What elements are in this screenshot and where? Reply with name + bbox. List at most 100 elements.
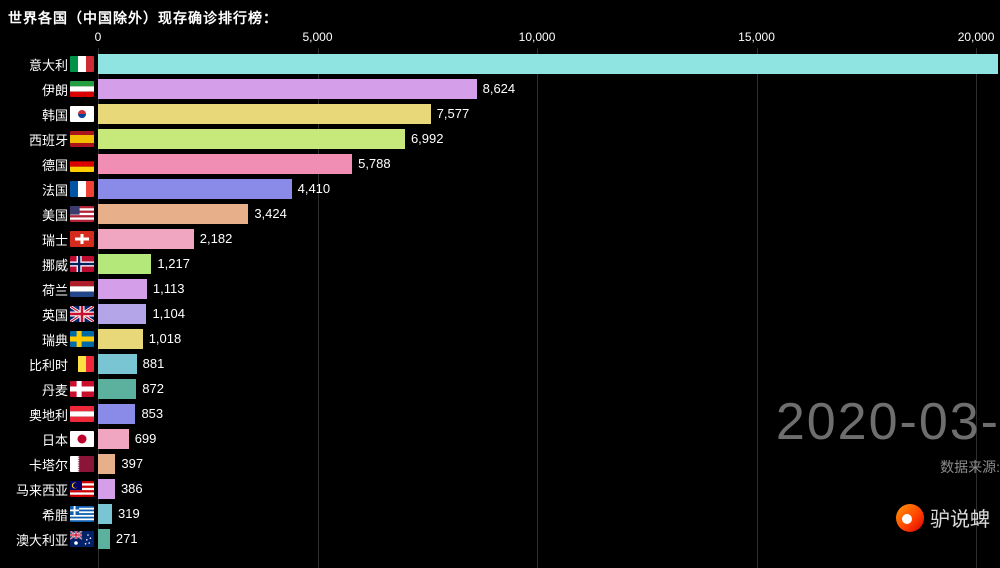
bar bbox=[98, 254, 151, 274]
bar bbox=[98, 379, 136, 399]
watermark: 驴说蜱 bbox=[896, 503, 990, 532]
value-label: 1,018 bbox=[149, 331, 182, 346]
flag-icon bbox=[70, 256, 94, 272]
country-label: 希腊 bbox=[42, 505, 68, 524]
value-label: 699 bbox=[135, 431, 157, 446]
flag-icon bbox=[70, 306, 94, 322]
bar-row: 希腊 319 bbox=[0, 502, 1000, 527]
bar bbox=[98, 279, 147, 299]
x-tick-label: 15,000 bbox=[738, 30, 775, 44]
value-label: 872 bbox=[142, 381, 164, 396]
country-label: 挪威 bbox=[42, 255, 68, 274]
country-label: 伊朗 bbox=[42, 80, 68, 99]
value-label: 5,788 bbox=[358, 156, 391, 171]
flag-icon bbox=[70, 181, 94, 197]
country-label: 马来西亚 bbox=[16, 480, 68, 499]
country-label: 丹麦 bbox=[42, 380, 68, 399]
value-label: 386 bbox=[121, 481, 143, 496]
country-label: 奥地利 bbox=[29, 405, 68, 424]
bar-row: 马来西亚 386 bbox=[0, 477, 1000, 502]
bar-row: 意大利 bbox=[0, 52, 1000, 77]
flag-icon bbox=[70, 431, 94, 447]
bar-row: 卡塔尔 397 bbox=[0, 452, 1000, 477]
bar-row: 挪威 1,217 bbox=[0, 252, 1000, 277]
flag-icon bbox=[70, 331, 94, 347]
bar-row: 德国 5,788 bbox=[0, 152, 1000, 177]
bar bbox=[98, 304, 146, 324]
value-label: 8,624 bbox=[483, 81, 516, 96]
country-label: 比利时 bbox=[29, 355, 68, 374]
flag-icon bbox=[70, 506, 94, 522]
bar bbox=[98, 529, 110, 549]
flag-icon bbox=[70, 231, 94, 247]
bar bbox=[98, 404, 135, 424]
flag-icon bbox=[70, 531, 94, 547]
bars-container: 意大利伊朗 8,624 韩国 7,577 西班牙 6,992 德国 5,788 法国 4,410 美… bbox=[0, 52, 1000, 552]
x-tick-label: 20,000 bbox=[958, 30, 995, 44]
value-label: 1,217 bbox=[157, 256, 190, 271]
flag-icon bbox=[70, 56, 94, 72]
x-tick-label: 0 bbox=[95, 30, 102, 44]
flag-icon bbox=[70, 481, 94, 497]
country-label: 瑞典 bbox=[42, 330, 68, 349]
flag-icon bbox=[70, 206, 94, 222]
value-label: 4,410 bbox=[298, 181, 331, 196]
x-tick-label: 5,000 bbox=[302, 30, 332, 44]
flag-icon bbox=[70, 81, 94, 97]
flag-icon bbox=[70, 381, 94, 397]
watermark-text: 驴说蜱 bbox=[930, 503, 990, 532]
bar bbox=[98, 204, 248, 224]
value-label: 7,577 bbox=[437, 106, 470, 121]
country-label: 德国 bbox=[42, 155, 68, 174]
bar bbox=[98, 154, 352, 174]
country-label: 卡塔尔 bbox=[29, 455, 68, 474]
bar-row: 荷兰 1,113 bbox=[0, 277, 1000, 302]
value-label: 1,113 bbox=[153, 281, 185, 296]
chart-title: 世界各国（中国除外）现存确诊排行榜： bbox=[8, 8, 278, 28]
country-label: 韩国 bbox=[42, 105, 68, 124]
bar bbox=[98, 429, 129, 449]
bar bbox=[98, 79, 477, 99]
bar bbox=[98, 454, 115, 474]
flag-icon bbox=[70, 106, 94, 122]
bar-row: 澳大利亚 271 bbox=[0, 527, 1000, 552]
flag-icon bbox=[70, 456, 94, 472]
bar-row: 瑞士2,182 bbox=[0, 227, 1000, 252]
value-label: 271 bbox=[116, 531, 138, 546]
flag-icon bbox=[70, 356, 94, 372]
bar-row: 西班牙 6,992 bbox=[0, 127, 1000, 152]
bar-row: 比利时 881 bbox=[0, 352, 1000, 377]
country-label: 西班牙 bbox=[29, 130, 68, 149]
country-label: 法国 bbox=[42, 180, 68, 199]
country-label: 英国 bbox=[42, 305, 68, 324]
x-axis: 0 5,000 10,000 15,000 20,000 bbox=[80, 30, 1000, 50]
bar-row: 瑞典 1,018 bbox=[0, 327, 1000, 352]
bar bbox=[98, 329, 143, 349]
bar bbox=[98, 354, 137, 374]
flag-icon bbox=[70, 281, 94, 297]
country-label: 日本 bbox=[42, 430, 68, 449]
value-label: 319 bbox=[118, 506, 140, 521]
value-label: 2,182 bbox=[200, 231, 233, 246]
value-label: 3,424 bbox=[254, 206, 287, 221]
bar bbox=[98, 179, 292, 199]
bar bbox=[98, 479, 115, 499]
country-label: 荷兰 bbox=[42, 280, 68, 299]
country-label: 意大利 bbox=[29, 55, 68, 74]
value-label: 881 bbox=[143, 356, 165, 371]
bar-row: 法国 4,410 bbox=[0, 177, 1000, 202]
value-label: 397 bbox=[121, 456, 143, 471]
chart-area: 0 5,000 10,000 15,000 20,000 意大利伊朗 8,624 韩国 7,5… bbox=[0, 30, 1000, 550]
bar-row: 韩国 7,577 bbox=[0, 102, 1000, 127]
flag-icon bbox=[70, 156, 94, 172]
bar bbox=[98, 129, 405, 149]
flag-icon bbox=[70, 406, 94, 422]
bar bbox=[98, 54, 998, 74]
country-label: 澳大利亚 bbox=[16, 530, 68, 549]
bar-row: 伊朗 8,624 bbox=[0, 77, 1000, 102]
bar bbox=[98, 229, 194, 249]
flag-icon bbox=[70, 131, 94, 147]
country-label: 美国 bbox=[42, 205, 68, 224]
value-label: 6,992 bbox=[411, 131, 444, 146]
x-tick-label: 10,000 bbox=[519, 30, 556, 44]
